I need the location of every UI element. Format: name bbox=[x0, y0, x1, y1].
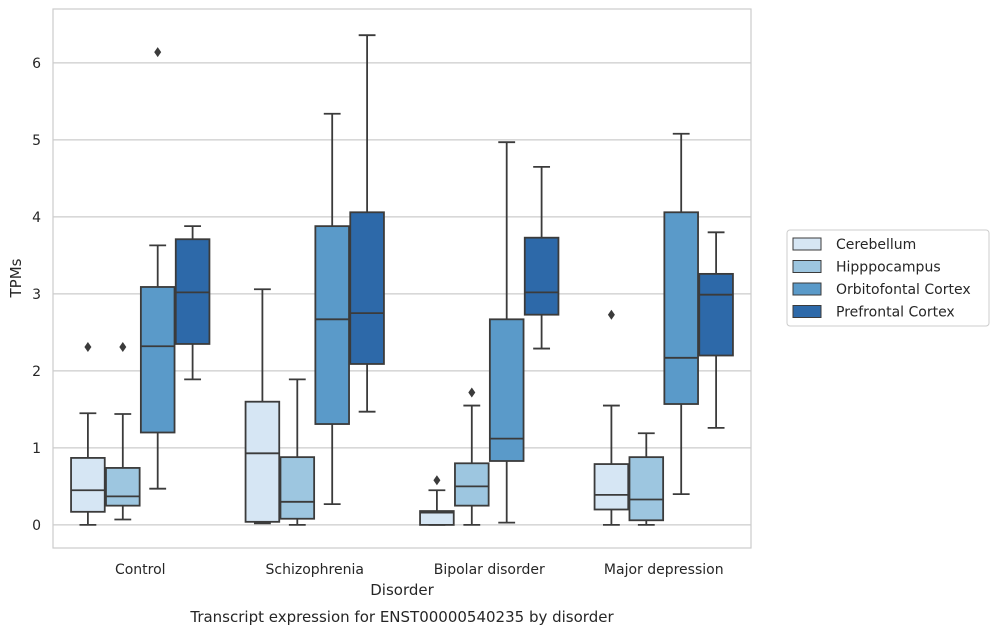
y-tick-label-3: 3 bbox=[32, 287, 41, 303]
box-iqr bbox=[70, 457, 106, 513]
y-tick-label-4: 4 bbox=[32, 210, 41, 226]
box-2-2 bbox=[488, 141, 525, 524]
y-tick-label-5: 5 bbox=[32, 133, 41, 149]
box-1-2 bbox=[454, 387, 490, 526]
x-tick-label-2: Bipolar disorder bbox=[434, 562, 545, 578]
box-iqr bbox=[488, 318, 525, 462]
box-1-1 bbox=[279, 378, 316, 526]
outlier-0 bbox=[433, 475, 441, 486]
box-0-2 bbox=[419, 475, 455, 526]
x-tick-labels: Control Schizophrenia Bipolar disorder Majo… bbox=[115, 562, 724, 578]
box-iqr bbox=[523, 236, 560, 316]
box-iqr bbox=[663, 211, 699, 405]
outlier-0 bbox=[607, 309, 615, 320]
box-iqr bbox=[279, 456, 316, 520]
box-3-0 bbox=[174, 225, 211, 381]
legend-label-0: Cerebellum bbox=[836, 237, 916, 253]
outlier-0 bbox=[154, 47, 162, 58]
legend-label-1: Hipppocampus bbox=[836, 260, 941, 276]
chart-title: Transcript expression for ENST0000054023… bbox=[189, 608, 614, 626]
y-tick-label-0: 0 bbox=[32, 518, 41, 534]
x-tick-label-1: Schizophrenia bbox=[266, 562, 364, 578]
box-iqr bbox=[349, 211, 385, 365]
plot-area-frame bbox=[52, 8, 752, 549]
box-iqr bbox=[454, 462, 490, 507]
x-axis-label: Disorder bbox=[370, 581, 434, 599]
y-tick-label-6: 6 bbox=[32, 56, 41, 72]
box-2-3 bbox=[663, 132, 699, 496]
outlier-0 bbox=[119, 342, 127, 353]
outlier-0 bbox=[468, 387, 476, 398]
box-iqr bbox=[628, 456, 665, 522]
box-iqr bbox=[244, 400, 281, 523]
box-2-0 bbox=[139, 47, 176, 490]
box-0-0 bbox=[70, 342, 106, 526]
box-3-1 bbox=[349, 34, 385, 413]
boxes bbox=[70, 34, 734, 526]
box-1-0 bbox=[105, 342, 141, 521]
box-1-3 bbox=[628, 432, 665, 526]
box-iqr bbox=[314, 225, 350, 425]
legend-label-2: Orbitofontal Cortex bbox=[836, 282, 971, 298]
box-0-1 bbox=[244, 288, 281, 525]
y-axis-label: TPMs bbox=[7, 258, 25, 298]
box-0-3 bbox=[593, 309, 630, 526]
y-tick-label-2: 2 bbox=[32, 364, 41, 380]
x-tick-label-0: Control bbox=[115, 562, 166, 578]
box-iqr bbox=[419, 510, 455, 526]
box-3-3 bbox=[698, 231, 734, 429]
legend-swatch-1 bbox=[792, 260, 822, 273]
box-iqr bbox=[698, 272, 734, 357]
outlier-0 bbox=[84, 342, 92, 353]
legend-swatch-2 bbox=[792, 282, 822, 296]
legend-swatch-0 bbox=[792, 237, 822, 251]
legend-swatch-3 bbox=[792, 305, 822, 318]
y-tick-labels: 0 1 2 3 4 5 6 bbox=[32, 56, 41, 534]
legend-frame bbox=[786, 229, 990, 327]
legend-label-3: Prefrontal Cortex bbox=[836, 305, 955, 321]
box-iqr bbox=[139, 286, 176, 434]
box-2-1 bbox=[314, 112, 350, 506]
box-3-2 bbox=[523, 165, 560, 350]
box-iqr bbox=[593, 463, 630, 511]
box-iqr bbox=[105, 467, 141, 507]
x-tick-label-3: Major depression bbox=[604, 562, 724, 578]
legend: Cerebellum Hipppocampus Orbitofontal Corte… bbox=[786, 229, 990, 327]
y-tick-label-1: 1 bbox=[32, 441, 41, 457]
